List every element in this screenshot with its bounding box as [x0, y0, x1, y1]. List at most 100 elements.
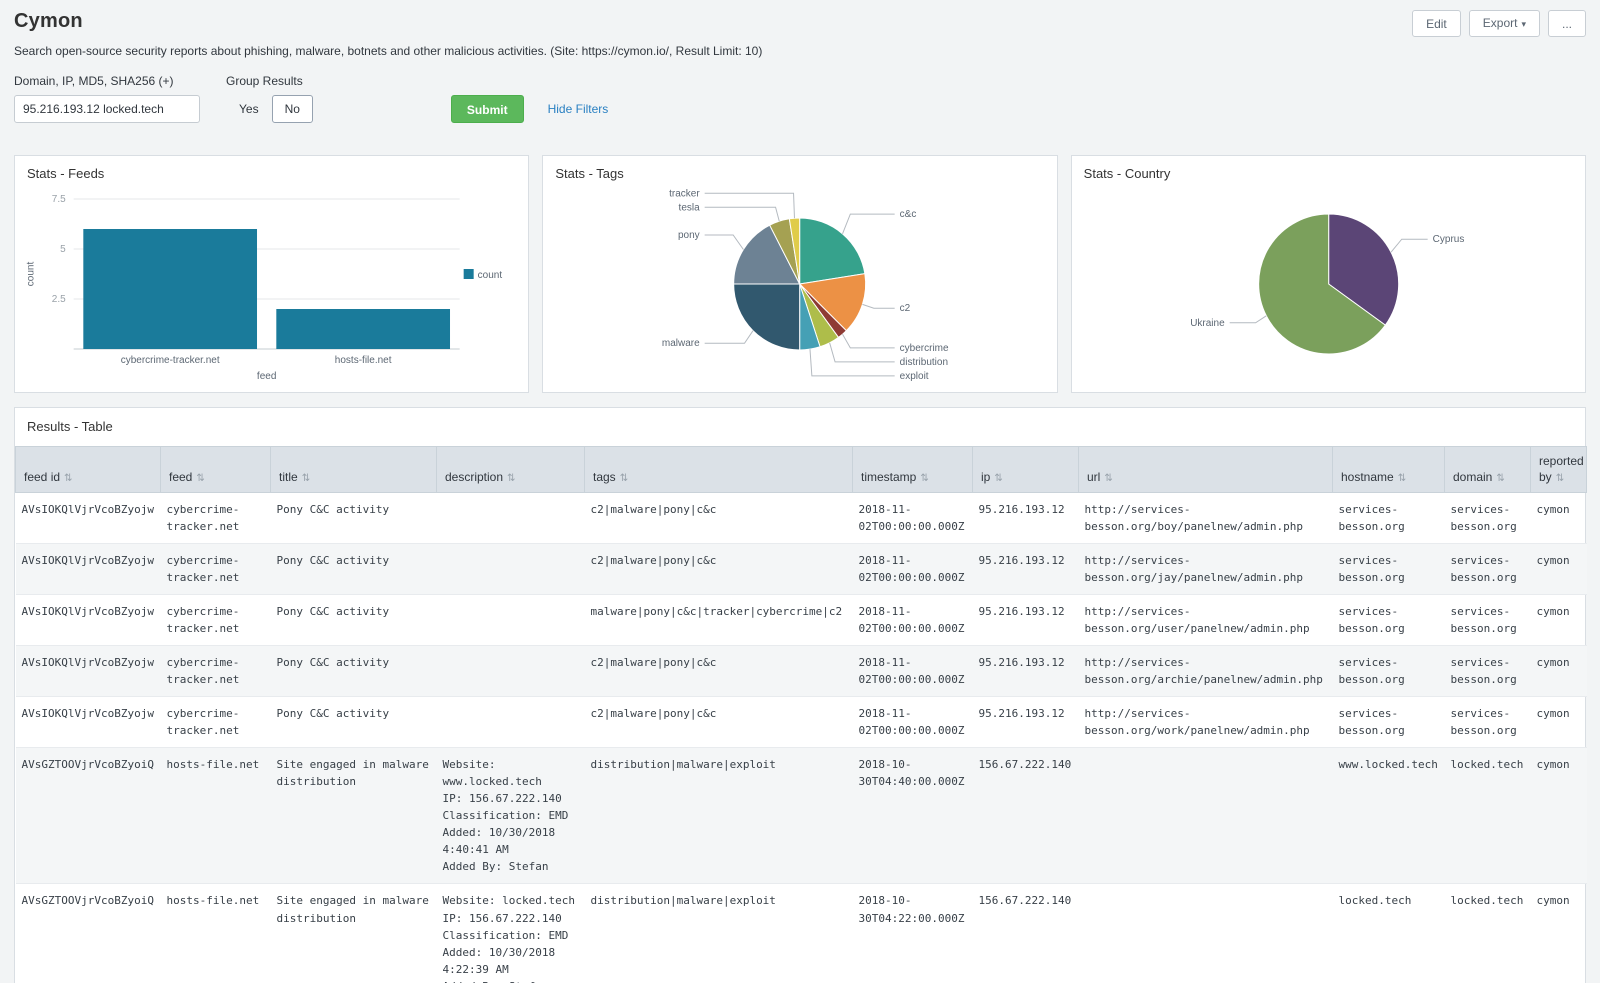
sort-icon: ⇅: [1104, 473, 1113, 485]
cell-ip: 95.216.193.12: [972, 543, 1079, 595]
cell-title: Pony C&C activity: [270, 645, 437, 698]
cell-feed: cybercrime-tracker.net: [160, 492, 271, 544]
cell-reported-by: cymon: [1530, 594, 1587, 646]
column-header-domain[interactable]: domain ⇅: [1444, 446, 1531, 493]
table-row[interactable]: AVsGZTOOVjrVcoBZyoiQ hosts-file.net Site e…: [15, 747, 1587, 885]
results-title: Results - Table: [27, 419, 113, 434]
filter-bar: Domain, IP, MD5, SHA256 (+) Group Result…: [14, 74, 1586, 123]
cell-hostname: services-besson.org: [1332, 645, 1445, 698]
cell-description: Website: locked.tech IP: 156.67.222.140 …: [436, 883, 585, 983]
sort-icon: ⇅: [619, 473, 629, 485]
sort-icon: ⇅: [1555, 473, 1565, 485]
panel-stats-country: Stats - Country Ukraine Cyprus: [1070, 155, 1586, 393]
cell-domain: services-besson.org: [1444, 492, 1531, 544]
cell-hostname: www.locked.tech: [1332, 747, 1445, 885]
svg-text:hosts-file.net: hosts-file.net: [335, 355, 392, 366]
cell-feed-id: AVsGZTOOVjrVcoBZyoiQ: [15, 883, 161, 983]
cell-feed: hosts-file.net: [160, 883, 271, 983]
svg-text:count: count: [26, 262, 37, 287]
submit-button[interactable]: Submit: [450, 95, 524, 123]
cell-ip: 95.216.193.12: [972, 594, 1079, 646]
panel-title-country: Stats - Country: [1083, 166, 1171, 181]
column-header-url[interactable]: url ⇅: [1078, 446, 1333, 493]
cell-hostname: services-besson.org: [1332, 696, 1445, 749]
cell-feed-id: AVsIOKQlVjrVcoBZyojw: [15, 696, 161, 749]
svg-text:distribution: distribution: [900, 357, 948, 368]
cell-reported-by: cymon: [1530, 645, 1587, 698]
hide-filters-link[interactable]: Hide Filters: [547, 102, 609, 116]
feeds-bar-chart: 2.5 5 7.5 cybercrime-tracker.net hosts-file.…: [26, 194, 503, 382]
cell-tags: c2|malware|pony|c&c: [584, 543, 853, 595]
cell-timestamp: 2018-11-02T00:00:00.000Z: [852, 696, 973, 749]
svg-text:malware: malware: [662, 338, 700, 349]
cell-reported-by: cymon: [1530, 696, 1587, 749]
cell-title: Site engaged in malware distribution: [270, 883, 437, 983]
column-header-feed-id[interactable]: feed id ⇅: [15, 446, 161, 493]
group-results-block: Group Results Yes No: [226, 74, 313, 123]
panel-title-tags: Stats - Tags: [555, 166, 624, 181]
svg-text:Cyprus: Cyprus: [1432, 234, 1464, 245]
panel-stats-feeds: Stats - Feeds 2.5 5 7.5 cybercrime-tracker.…: [14, 155, 530, 393]
cell-domain: services-besson.org: [1444, 696, 1531, 749]
cell-description: [436, 696, 585, 749]
cell-timestamp: 2018-11-02T00:00:00.000Z: [852, 645, 973, 698]
column-header-hostname[interactable]: hostname ⇅: [1332, 446, 1445, 493]
svg-text:exploit: exploit: [900, 371, 929, 382]
table-row[interactable]: AVsIOKQlVjrVcoBZyojw cybercrime-tracker.n…: [15, 696, 1587, 749]
cell-feed: hosts-file.net: [160, 747, 271, 885]
column-header-description[interactable]: description ⇅: [436, 446, 585, 493]
cell-reported-by: cymon: [1530, 492, 1587, 544]
svg-text:pony: pony: [678, 230, 700, 241]
svg-text:Ukraine: Ukraine: [1190, 318, 1225, 329]
edit-button[interactable]: Edit: [1412, 10, 1461, 37]
search-input[interactable]: [14, 95, 200, 123]
table-row[interactable]: AVsIOKQlVjrVcoBZyojw cybercrime-tracker.n…: [15, 543, 1587, 595]
column-header-title[interactable]: title ⇅: [270, 446, 437, 493]
column-header-reported-by[interactable]: reported by ⇅: [1530, 446, 1587, 493]
column-header-tags[interactable]: tags ⇅: [584, 446, 853, 493]
cell-description: [436, 594, 585, 646]
column-header-ip[interactable]: ip ⇅: [972, 446, 1079, 493]
cell-ip: 95.216.193.12: [972, 645, 1079, 698]
svg-text:2.5: 2.5: [52, 294, 66, 305]
column-header-timestamp[interactable]: timestamp ⇅: [852, 446, 973, 493]
cell-url: http://services-besson.org/work/panelnew…: [1078, 696, 1333, 749]
cell-url: http://services-besson.org/jay/panelnew/…: [1078, 543, 1333, 595]
panel-title-feeds: Stats - Feeds: [27, 166, 105, 181]
svg-text:7.5: 7.5: [52, 194, 66, 205]
group-results-no-option[interactable]: No: [271, 95, 313, 123]
group-results-toggle: Yes No: [226, 95, 313, 123]
cell-url: http://services-besson.org/archie/paneln…: [1078, 645, 1333, 698]
cell-feed-id: AVsIOKQlVjrVcoBZyojw: [15, 594, 161, 646]
cell-domain: locked.tech: [1444, 747, 1531, 885]
cell-title: Pony C&C activity: [270, 696, 437, 749]
group-results-label: Group Results: [226, 74, 303, 88]
more-actions-button[interactable]: ...: [1547, 10, 1586, 37]
cell-feed: cybercrime-tracker.net: [160, 696, 271, 749]
table-row[interactable]: AVsIOKQlVjrVcoBZyojw cybercrime-tracker.n…: [15, 492, 1587, 544]
svg-text:cybercrime-tracker.net: cybercrime-tracker.net: [121, 355, 220, 366]
table-row[interactable]: AVsIOKQlVjrVcoBZyojw cybercrime-tracker.n…: [15, 594, 1587, 646]
cell-ip: 95.216.193.12: [972, 492, 1079, 544]
sort-icon: ⇅: [994, 473, 1003, 485]
dashboard-description: Search open-source security reports abou…: [14, 44, 763, 58]
cell-title: Pony C&C activity: [270, 594, 437, 646]
group-results-yes-option[interactable]: Yes: [239, 102, 259, 116]
cell-hostname: services-besson.org: [1332, 492, 1445, 544]
table-row[interactable]: AVsIOKQlVjrVcoBZyojw cybercrime-tracker.n…: [15, 645, 1587, 698]
svg-text:count: count: [478, 270, 503, 281]
cell-description: Website: www.locked.tech IP: 156.67.222.…: [436, 747, 585, 885]
svg-text:c2: c2: [900, 303, 911, 314]
cell-url: http://services-besson.org/user/panelnew…: [1078, 594, 1333, 646]
cell-title: Pony C&C activity: [270, 543, 437, 595]
export-button[interactable]: Export ▾: [1468, 10, 1540, 37]
cell-ip: 156.67.222.140: [972, 883, 1079, 983]
column-header-feed[interactable]: feed ⇅: [160, 446, 271, 493]
page-title: Cymon: [14, 10, 83, 32]
cell-feed: cybercrime-tracker.net: [160, 543, 271, 595]
table-row[interactable]: AVsGZTOOVjrVcoBZyoiQ hosts-file.net Site e…: [15, 883, 1587, 983]
cell-tags: c2|malware|pony|c&c: [584, 696, 853, 749]
svg-text:tracker: tracker: [669, 188, 700, 199]
cell-hostname: services-besson.org: [1332, 594, 1445, 646]
